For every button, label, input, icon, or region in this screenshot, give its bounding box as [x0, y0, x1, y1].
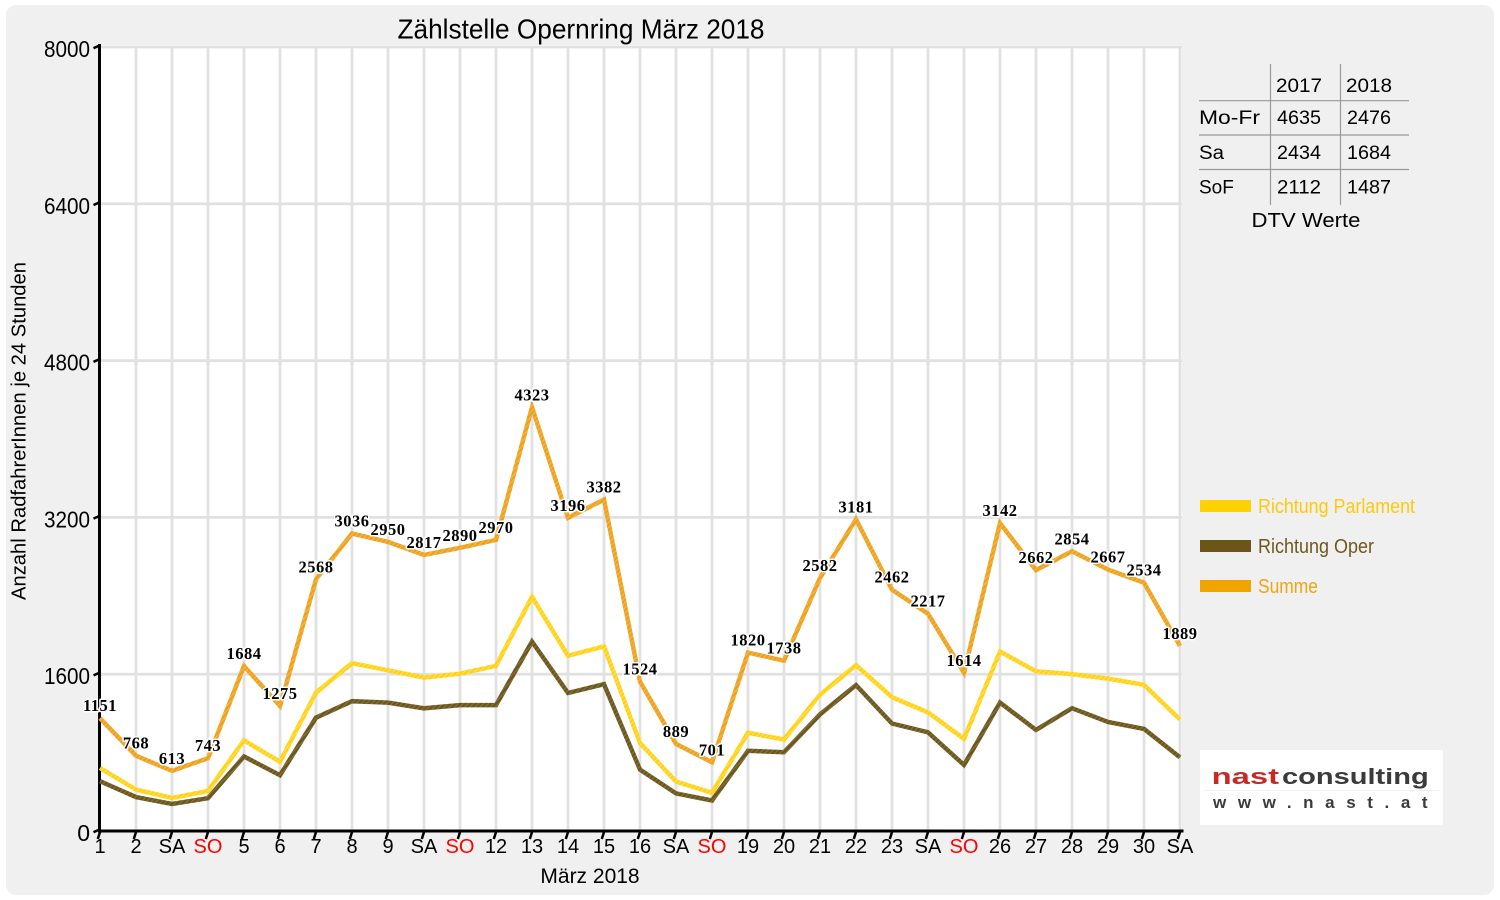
svg-text:1275: 1275 [263, 684, 298, 703]
svg-text:Richtung Parlament: Richtung Parlament [1258, 495, 1415, 518]
svg-text:29: 29 [1097, 836, 1119, 858]
svg-text:Sa: Sa [1199, 143, 1224, 164]
svg-text:Mo-Fr: Mo-Fr [1199, 108, 1261, 129]
svg-text:nast: nast [1212, 764, 1279, 788]
svg-text:Anzahl RadfahrerInnen je 24 St: Anzahl RadfahrerInnen je 24 Stunden [9, 262, 31, 600]
svg-text:2018: 2018 [1346, 76, 1392, 97]
svg-text:1600: 1600 [44, 663, 90, 689]
svg-text:4800: 4800 [44, 350, 90, 376]
svg-text:6400: 6400 [44, 193, 90, 219]
svg-text:22: 22 [845, 836, 867, 858]
svg-text:SA: SA [1167, 836, 1194, 858]
svg-text:20: 20 [773, 836, 795, 858]
svg-text:889: 889 [663, 722, 689, 741]
svg-text:3181: 3181 [839, 497, 874, 516]
svg-text:2890: 2890 [443, 526, 478, 545]
svg-text:21: 21 [809, 836, 831, 858]
svg-text:1487: 1487 [1347, 178, 1391, 199]
svg-text:14: 14 [557, 836, 579, 858]
svg-text:4323: 4323 [515, 385, 550, 404]
svg-text:1: 1 [94, 836, 105, 858]
svg-text:5: 5 [238, 836, 249, 858]
svg-text:15: 15 [593, 836, 615, 858]
svg-text:SO: SO [698, 836, 727, 858]
svg-text:SO: SO [194, 836, 223, 858]
svg-text:8000: 8000 [44, 36, 90, 62]
svg-text:SO: SO [446, 836, 475, 858]
svg-text:März 2018: März 2018 [540, 865, 639, 888]
svg-text:Zählstelle Opernring März 2018: Zählstelle Opernring März 2018 [398, 14, 765, 45]
svg-text:2017: 2017 [1276, 76, 1322, 97]
svg-text:6: 6 [274, 836, 285, 858]
svg-text:2950: 2950 [371, 520, 406, 539]
svg-text:SO: SO [950, 836, 979, 858]
svg-text:0: 0 [77, 820, 90, 846]
svg-text:2970: 2970 [479, 518, 514, 537]
svg-text:3382: 3382 [587, 478, 622, 497]
svg-text:12: 12 [485, 836, 507, 858]
svg-text:2582: 2582 [803, 556, 838, 575]
svg-text:27: 27 [1025, 836, 1047, 858]
svg-text:9: 9 [382, 836, 393, 858]
svg-text:SA: SA [915, 836, 942, 858]
svg-text:3142: 3142 [983, 501, 1018, 520]
svg-text:2476: 2476 [1347, 108, 1391, 129]
svg-text:1524: 1524 [623, 660, 658, 679]
svg-text:1151: 1151 [83, 696, 117, 715]
svg-text:Richtung Oper: Richtung Oper [1258, 535, 1374, 558]
svg-text:701: 701 [699, 740, 725, 759]
svg-text:3200: 3200 [44, 506, 90, 532]
svg-text:16: 16 [629, 836, 651, 858]
svg-text:743: 743 [195, 736, 221, 755]
svg-text:1684: 1684 [1347, 143, 1391, 164]
svg-text:2568: 2568 [299, 557, 334, 576]
svg-text:19: 19 [737, 836, 759, 858]
svg-text:8: 8 [346, 836, 357, 858]
svg-text:www.nast.at: www.nast.at [1212, 793, 1439, 812]
svg-text:3036: 3036 [335, 512, 370, 531]
svg-text:28: 28 [1061, 836, 1083, 858]
svg-text:7: 7 [310, 836, 321, 858]
svg-text:2854: 2854 [1055, 529, 1090, 548]
svg-text:2534: 2534 [1127, 561, 1162, 580]
svg-text:2662: 2662 [1019, 548, 1054, 567]
svg-text:consulting: consulting [1282, 765, 1429, 789]
svg-text:30: 30 [1133, 836, 1155, 858]
svg-text:1684: 1684 [227, 644, 262, 663]
svg-text:1820: 1820 [731, 631, 766, 650]
svg-text:768: 768 [123, 734, 149, 753]
svg-text:13: 13 [521, 836, 543, 858]
svg-text:2817: 2817 [407, 533, 442, 552]
svg-text:613: 613 [159, 749, 185, 768]
svg-text:26: 26 [989, 836, 1011, 858]
svg-text:SA: SA [663, 836, 690, 858]
svg-text:DTV Werte: DTV Werte [1252, 210, 1361, 232]
svg-text:2667: 2667 [1091, 548, 1126, 567]
svg-text:4635: 4635 [1277, 108, 1321, 129]
svg-text:2462: 2462 [875, 568, 910, 587]
svg-text:1889: 1889 [1163, 624, 1198, 643]
svg-text:SA: SA [159, 836, 186, 858]
svg-text:2217: 2217 [911, 592, 946, 611]
svg-text:1614: 1614 [947, 651, 982, 670]
svg-text:23: 23 [881, 836, 903, 858]
svg-text:Summe: Summe [1258, 575, 1318, 598]
svg-text:SoF: SoF [1199, 178, 1234, 199]
svg-text:3196: 3196 [551, 496, 586, 515]
svg-text:2434: 2434 [1277, 143, 1321, 164]
svg-text:1738: 1738 [767, 639, 802, 658]
svg-text:2112: 2112 [1277, 178, 1321, 199]
svg-text:2: 2 [130, 836, 141, 858]
svg-text:SA: SA [411, 836, 438, 858]
